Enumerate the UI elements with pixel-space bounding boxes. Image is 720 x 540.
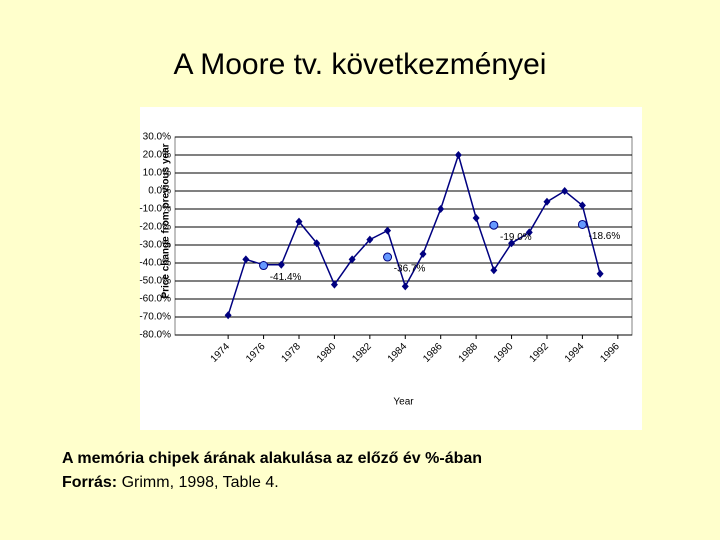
point <box>489 220 499 230</box>
y-tick-label: -40.0% <box>139 258 171 269</box>
point <box>277 260 285 269</box>
point <box>295 217 303 226</box>
point <box>578 201 586 210</box>
plot-area <box>174 136 633 336</box>
data-label: -19.0% <box>500 232 532 243</box>
y-tick-label: 0.0% <box>148 186 171 197</box>
point <box>472 214 480 222</box>
x-axis-title: Year <box>393 397 414 408</box>
point <box>313 239 321 248</box>
data-label: -36.7% <box>394 264 426 275</box>
point <box>419 250 427 258</box>
point <box>508 239 516 248</box>
point <box>401 282 409 291</box>
point <box>224 311 232 320</box>
slide-title: A Moore tv. következményei <box>173 48 547 81</box>
series-line <box>227 152 601 316</box>
point <box>525 228 533 237</box>
y-tick-label: 20.0% <box>143 150 171 161</box>
source-text: Grimm, 1998, Table 4. <box>121 474 279 491</box>
y-tick-label: -30.0% <box>139 240 171 251</box>
y-tick-label: -20.0% <box>139 222 171 233</box>
y-tick-label: -80.0% <box>139 330 171 341</box>
caption: A memória chipek árának alakulása az elő… <box>62 450 483 467</box>
point <box>437 205 445 213</box>
y-tick-label: -60.0% <box>139 294 171 305</box>
y-axis-title: Price change from previous year <box>161 143 172 298</box>
point <box>577 219 587 229</box>
point <box>330 280 338 289</box>
point <box>596 269 604 278</box>
y-tick-label: -10.0% <box>139 204 171 215</box>
data-label: -18.6% <box>589 231 621 242</box>
point <box>454 151 462 159</box>
y-tick-label: -50.0% <box>139 276 171 287</box>
point <box>259 261 269 271</box>
y-tick-label: 30.0% <box>143 132 171 143</box>
point <box>384 226 392 235</box>
point <box>242 255 250 264</box>
source: Forrás: Grimm, 1998, Table 4. <box>62 474 279 492</box>
point <box>383 252 393 262</box>
y-tick-label: 10.0% <box>143 168 171 179</box>
point <box>561 187 569 195</box>
y-tick-label: -70.0% <box>139 312 171 323</box>
point <box>490 266 498 275</box>
point <box>348 255 356 264</box>
point <box>543 197 551 206</box>
source-label: Forrás: <box>62 474 118 491</box>
data-label: -41.4% <box>270 272 302 283</box>
point <box>366 235 374 244</box>
